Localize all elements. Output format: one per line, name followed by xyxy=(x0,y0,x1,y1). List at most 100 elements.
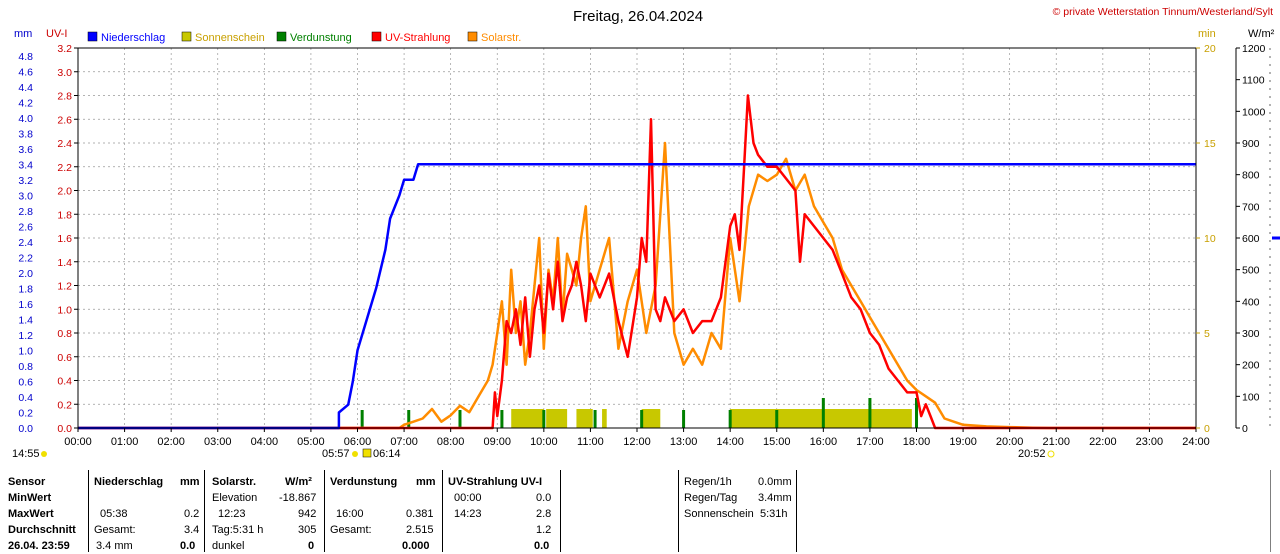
grid xyxy=(78,48,1196,428)
verdunstung-last-val: 0.000 xyxy=(402,540,430,552)
data-lines xyxy=(78,94,1196,430)
civil-dawn-icon xyxy=(362,448,372,458)
verdunstung-unit: mm xyxy=(416,476,436,488)
mm-tick-label: 0.4 xyxy=(18,392,33,404)
niederschlag-max-time: 05:38 xyxy=(100,508,128,520)
x-tick-label: 09:00 xyxy=(483,436,511,448)
series-line-niederschlag xyxy=(78,163,1196,430)
uv-tick-label: 1.0 xyxy=(57,304,72,316)
sun-icon xyxy=(41,451,47,457)
solar-tick-label: 1000 xyxy=(1242,106,1266,118)
sonnenschein-val: 5:31h xyxy=(760,508,788,520)
legend-swatch xyxy=(87,31,98,42)
uv-tick-label: 1.8 xyxy=(57,209,72,221)
evaporation-spike xyxy=(728,410,732,428)
x-tick-label: 23:00 xyxy=(1136,436,1164,448)
niederschlag-total-val: 3.4 xyxy=(184,524,200,536)
x-tick-label: 04:00 xyxy=(251,436,279,448)
uv-tick-label: 0.4 xyxy=(57,376,72,388)
uv-tick-label: 1.2 xyxy=(57,281,72,293)
mm-tick-label: 2.2 xyxy=(18,252,33,264)
mm-tick-label: 4.6 xyxy=(18,66,33,78)
mm-tick-label: 4.4 xyxy=(18,82,33,94)
solar-elevation-val: -18.867 xyxy=(279,492,317,504)
solar-avg-val: 305 xyxy=(298,524,317,536)
unit-label-uv: UV-I xyxy=(46,28,67,40)
row-min: MinWert xyxy=(8,492,52,504)
solar-tick-label: 900 xyxy=(1242,138,1260,150)
sunshine-bar xyxy=(576,409,593,428)
x-tick-label: 03:00 xyxy=(204,436,232,448)
sunshine-bar xyxy=(546,409,568,428)
mm-tick-label: 2.4 xyxy=(18,237,33,249)
evaporation-spike xyxy=(682,410,686,428)
unit-label-min: min xyxy=(1198,28,1216,40)
sunshine-bar xyxy=(730,409,912,428)
evaporation-spike xyxy=(500,410,504,428)
x-tick-label: 08:00 xyxy=(437,436,465,448)
niederschlag-header: Niederschlag xyxy=(94,476,164,488)
stats-table: Sensor MinWert MaxWert Durchschnitt 26.0… xyxy=(0,470,1280,552)
solar-max-time: 12:23 xyxy=(218,508,246,520)
unit-label-wm2: W/m² xyxy=(1248,28,1275,40)
legend: Niederschlag Sonnenschein Verdunstung UV-St… xyxy=(87,31,521,44)
sun-tick-label: 10 xyxy=(1204,233,1216,245)
mm-tick-label: 4.8 xyxy=(18,51,33,63)
x-tick-label: 18:00 xyxy=(903,436,931,448)
evaporation-spike xyxy=(542,410,546,428)
uv-tick-label: 1.4 xyxy=(57,257,72,269)
legend-swatch xyxy=(371,31,382,42)
legend-label: Niederschlag xyxy=(101,32,165,44)
uv-tick-label: 2.8 xyxy=(57,91,72,103)
x-tick-label: 15:00 xyxy=(763,436,791,448)
evaporation-spike xyxy=(775,410,779,428)
x-tick-label: 17:00 xyxy=(856,436,884,448)
mm-tick-label: 1.2 xyxy=(18,330,33,342)
uv-min-val: 0.0 xyxy=(536,492,552,504)
verdunstung-header: Verdunstung xyxy=(330,476,398,488)
uv-max-val: 2.8 xyxy=(536,508,552,520)
x-tick-label: 06:00 xyxy=(344,436,372,448)
solar-tick-label: 0 xyxy=(1242,423,1248,435)
solar-last-label: dunkel xyxy=(212,540,245,552)
evaporation-spike xyxy=(458,410,462,428)
evaporation-spike xyxy=(360,410,364,428)
uv-last-val: 0.0 xyxy=(534,540,550,552)
regen-1h-val: 0.0mm xyxy=(758,476,792,488)
sun-tick-label: 0 xyxy=(1204,423,1210,435)
solar-tick-label: 100 xyxy=(1242,391,1260,403)
x-tick-label: 13:00 xyxy=(670,436,698,448)
uv-min-time: 00:00 xyxy=(454,492,482,504)
row-avg: Durchschnitt xyxy=(8,524,76,536)
mm-tick-label: 3.2 xyxy=(18,175,33,187)
mm-tick-label: 1.4 xyxy=(18,314,33,326)
uv-max-time: 14:23 xyxy=(454,508,482,520)
legend-swatch xyxy=(467,31,478,42)
legend-swatch xyxy=(181,31,192,42)
x-tick-label: 05:00 xyxy=(297,436,325,448)
legend-label: UV-Strahlung xyxy=(385,32,450,44)
uv-tick-label: 2.2 xyxy=(57,162,72,174)
unit-label-mm: mm xyxy=(14,28,32,40)
verdunstung-max-val: 0.381 xyxy=(406,508,434,520)
niederschlag-max-val: 0.2 xyxy=(184,508,200,520)
mm-tick-label: 1.6 xyxy=(18,299,33,311)
evaporation-spike xyxy=(915,398,918,428)
solar-last-val: 0 xyxy=(308,540,315,552)
evaporation-spike xyxy=(868,398,872,428)
regen-1h-label: Regen/1h xyxy=(684,476,732,488)
mm-tick-label: 3.0 xyxy=(18,190,33,202)
sunrise-time: 05:57 xyxy=(322,448,350,460)
solar-tick-label: 200 xyxy=(1242,360,1260,372)
regen-tag-label: Regen/Tag xyxy=(684,492,738,504)
solar-tick-label: 600 xyxy=(1242,233,1260,245)
mm-tick-label: 0.0 xyxy=(18,423,33,435)
uv-tick-label: 0.6 xyxy=(57,352,72,364)
uv-tick-label: 0.8 xyxy=(57,328,72,340)
sunshine-bar xyxy=(602,409,607,428)
x-tick-label: 12:00 xyxy=(623,436,651,448)
mm-tick-label: 0.6 xyxy=(18,376,33,388)
mm-tick-label: 0.8 xyxy=(18,361,33,373)
prev-sunset-time: 14:55 xyxy=(12,448,40,460)
